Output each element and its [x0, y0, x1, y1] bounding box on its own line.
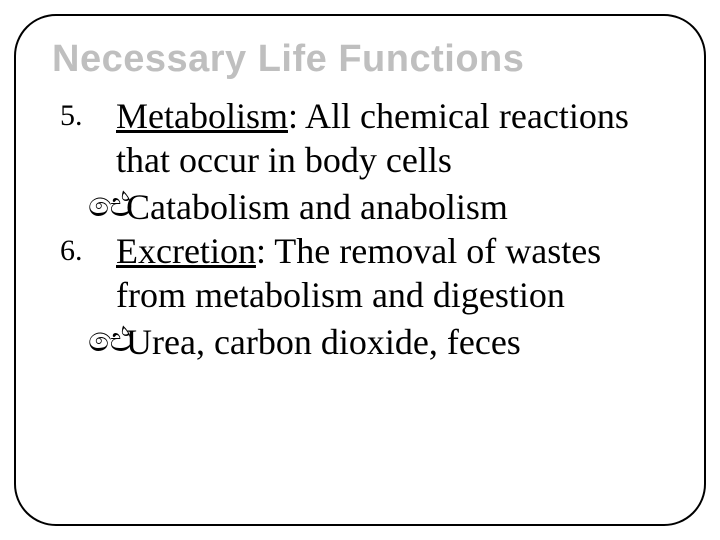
item-number: 5. [60, 98, 83, 135]
list-sub-5: ඓ Catabolism and anabolism [60, 185, 668, 230]
list-sub-6: ඓ Urea, carbon dioxide, feces [60, 320, 668, 365]
bullet-icon: ඓ [88, 320, 133, 363]
item-term: Excretion [116, 231, 256, 271]
sub-text: Urea, carbon dioxide, feces [126, 322, 521, 362]
list-item-5: 5. Metabolism: All chemical reactions th… [60, 95, 668, 183]
content-list: 5. Metabolism: All chemical reactions th… [52, 95, 668, 365]
slide-title: Necessary Life Functions [52, 38, 668, 81]
list-item-6: 6. Excretion: The removal of wastes from… [60, 230, 668, 318]
sub-text: Catabolism and anabolism [126, 187, 508, 227]
item-number: 6. [60, 233, 83, 270]
bullet-icon: ඓ [88, 185, 133, 228]
slide-frame: Necessary Life Functions 5. Metabolism: … [14, 14, 706, 526]
item-term: Metabolism [116, 96, 288, 136]
